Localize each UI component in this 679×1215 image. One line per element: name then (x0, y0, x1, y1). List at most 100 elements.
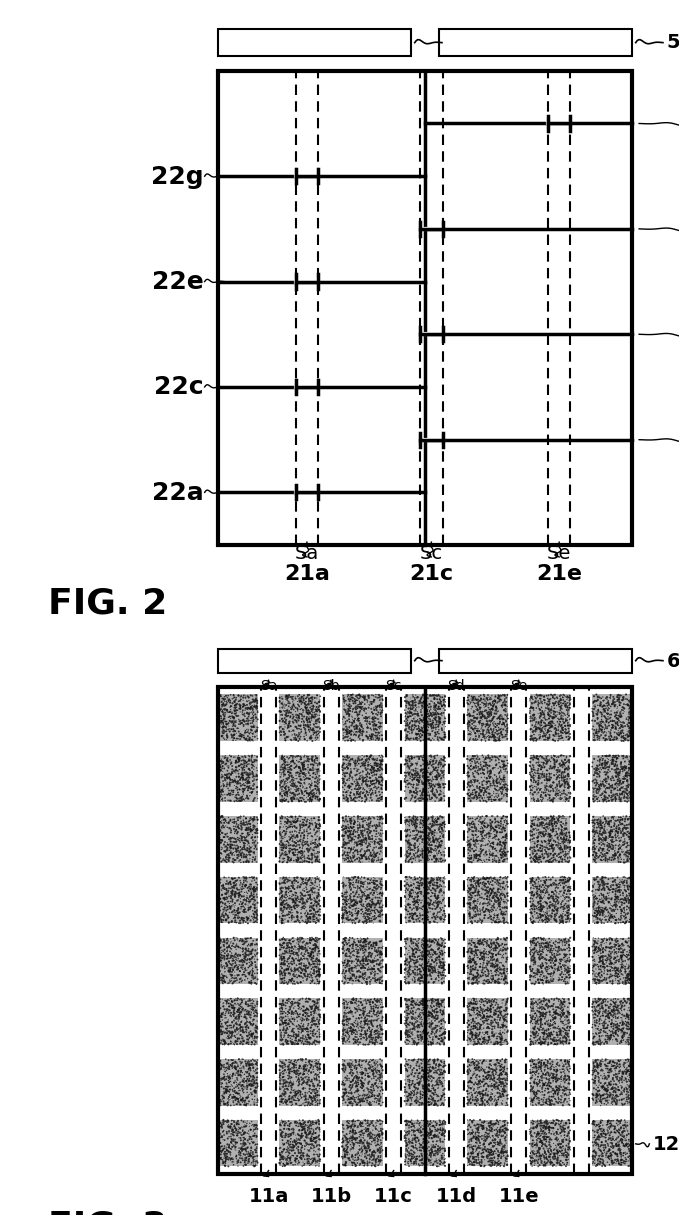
Point (351, 857, 362, 876)
Point (353, 820, 364, 840)
Point (560, 1029, 571, 1049)
Point (301, 819, 312, 838)
Point (557, 814, 568, 833)
Point (421, 751, 432, 770)
Point (295, 829, 306, 848)
Point (485, 806, 496, 825)
Point (306, 1068, 317, 1087)
Point (340, 758, 350, 778)
Point (354, 813, 365, 832)
Point (299, 857, 310, 876)
Point (597, 683, 608, 702)
Point (361, 908, 372, 927)
Point (279, 1117, 290, 1136)
Point (546, 860, 557, 880)
Point (364, 756, 375, 775)
Point (424, 758, 435, 778)
Point (213, 985, 224, 1005)
Point (479, 1123, 490, 1142)
Point (365, 855, 375, 875)
Point (605, 724, 616, 744)
Point (404, 1101, 415, 1120)
Point (295, 787, 306, 807)
Point (595, 1063, 606, 1083)
Point (356, 978, 367, 998)
Point (563, 976, 574, 995)
Point (564, 679, 574, 699)
Point (403, 679, 414, 699)
Point (540, 807, 551, 826)
Point (215, 928, 225, 948)
Point (529, 733, 540, 752)
Point (610, 1113, 621, 1132)
Point (477, 949, 488, 968)
Point (348, 1094, 359, 1113)
Point (225, 852, 236, 871)
Point (377, 738, 388, 757)
Point (367, 727, 378, 746)
Point (368, 1047, 379, 1067)
Point (562, 868, 572, 887)
Point (242, 877, 253, 897)
Point (473, 1053, 483, 1073)
Point (401, 682, 411, 701)
Point (541, 905, 552, 925)
Point (337, 759, 348, 779)
Point (296, 1131, 307, 1151)
Point (413, 1120, 424, 1140)
Point (375, 927, 386, 946)
Point (564, 987, 574, 1006)
Point (483, 1124, 494, 1143)
Point (437, 920, 447, 939)
Point (532, 702, 543, 722)
Point (541, 1068, 552, 1087)
Point (533, 882, 544, 902)
Point (248, 665, 259, 684)
Point (536, 672, 547, 691)
Point (562, 804, 573, 824)
Point (278, 1027, 289, 1046)
Point (312, 847, 323, 866)
Point (301, 809, 312, 829)
Point (489, 1052, 500, 1072)
Point (418, 663, 429, 683)
Point (358, 665, 369, 684)
Point (602, 733, 613, 752)
Point (621, 942, 632, 961)
Point (305, 1004, 316, 1023)
Point (439, 949, 449, 968)
Point (549, 937, 560, 956)
Point (234, 1121, 245, 1141)
Point (611, 799, 622, 819)
Point (251, 1097, 262, 1117)
Point (553, 1126, 564, 1146)
Point (543, 1030, 554, 1050)
Point (339, 676, 350, 695)
Point (469, 1004, 479, 1023)
Point (232, 1044, 243, 1063)
Point (227, 755, 238, 774)
Point (603, 1109, 614, 1129)
Point (250, 1068, 261, 1087)
Point (618, 829, 629, 848)
Point (310, 764, 321, 784)
Point (418, 755, 429, 774)
Point (295, 888, 306, 908)
Point (429, 875, 440, 894)
Point (600, 988, 610, 1007)
Point (549, 814, 560, 833)
Point (559, 1124, 570, 1143)
Point (410, 1106, 421, 1125)
Point (526, 761, 537, 780)
Point (405, 914, 416, 933)
Point (363, 1010, 373, 1029)
Point (551, 684, 562, 703)
Point (282, 934, 293, 954)
Point (337, 700, 348, 719)
Point (412, 796, 423, 815)
Point (623, 764, 634, 784)
Point (428, 1132, 439, 1152)
Point (377, 1008, 388, 1028)
Point (418, 678, 428, 697)
Point (309, 686, 320, 706)
